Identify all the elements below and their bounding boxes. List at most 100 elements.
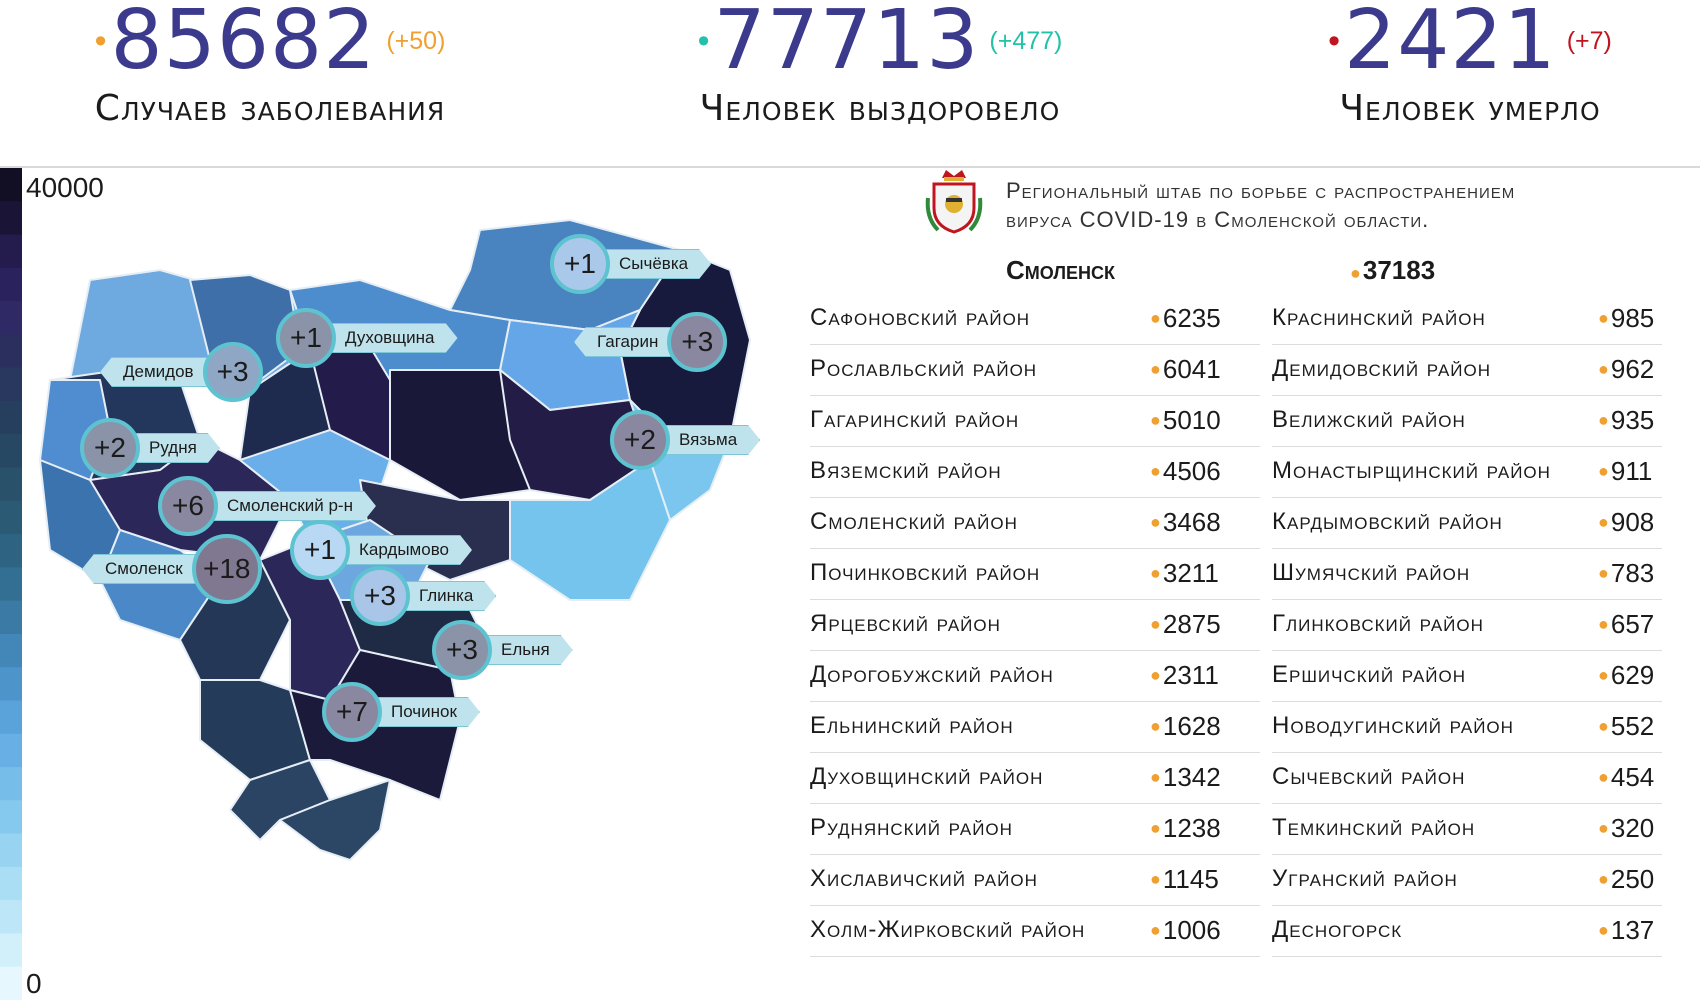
district-name: Ершичский район (1272, 661, 1467, 688)
increase-badge: +3 (432, 620, 492, 680)
bullet-icon: ● (1150, 358, 1161, 379)
legend-step (0, 567, 22, 602)
district-tag: Смоленский р-н (212, 491, 376, 521)
case-count: 2875 (1162, 608, 1221, 639)
bullet-icon: ● (1150, 919, 1161, 940)
legend-step (0, 367, 22, 402)
district-tag: Гагарин (574, 327, 674, 357)
district-value: ● 552 (1598, 711, 1654, 742)
map-label-yelnya: +3 Ельня (432, 620, 573, 680)
case-count: 1006 (1162, 914, 1221, 945)
district-name: Ярцевский район (810, 610, 1001, 637)
city-value: ●37183 (1350, 255, 1435, 286)
district-name: Краснинский район (1272, 304, 1486, 331)
district-value: ● 2311 (1150, 660, 1219, 691)
district-value: ● 137 (1598, 915, 1654, 946)
district-name: Темкинский район (1272, 814, 1476, 841)
bullet-icon: ● (1598, 511, 1609, 532)
table-row: Краснинский район ● 985 (1272, 292, 1662, 345)
legend-step (0, 267, 22, 302)
case-count: 783 (1610, 557, 1655, 588)
city-name: Смоленск (1006, 255, 1115, 285)
recovered-total: 77713 (713, 0, 980, 88)
district-tag: Ельня (486, 635, 573, 665)
bullet-icon: ● (1598, 562, 1609, 583)
district-tag: Вязьма (664, 425, 760, 455)
increase-badge: +2 (610, 410, 670, 470)
map-label-sychevka: +1 Сычёвка (550, 234, 711, 294)
district-tag: Демидов (100, 357, 209, 387)
header-divider (0, 166, 1700, 168)
bullet-icon: ● (1598, 664, 1609, 685)
district-value: ● 629 (1598, 660, 1654, 691)
table-row: Сычевский район ● 454 (1272, 751, 1662, 804)
bullet-icon: ● (1598, 715, 1609, 736)
district-name: Вяземский район (810, 457, 1002, 484)
map-label-dukhovshchina: +1 Духовщина (276, 308, 458, 368)
district-value: ● 1342 (1150, 762, 1221, 793)
district-value: ● 1006 (1150, 915, 1221, 946)
district-tag: Духовщина (330, 323, 458, 353)
map-label-pochinok: +7 Починок (322, 682, 480, 742)
bullet-icon: ● (1598, 409, 1609, 430)
case-count: 3468 (1162, 506, 1221, 537)
legend-step (0, 700, 22, 735)
legend-step (0, 500, 22, 535)
legend-step (0, 667, 22, 701)
recovered-delta: (+477) (989, 26, 1063, 55)
increase-badge: +1 (550, 234, 610, 294)
legend-max-label: 40000 (26, 172, 104, 203)
legend-step (0, 400, 22, 435)
district-name: Сафоновский район (810, 304, 1031, 331)
district-value: ● 320 (1598, 813, 1654, 844)
district-tag: Сычёвка (604, 249, 711, 279)
headquarters-line-1: Региональный штаб по борьбе с распростра… (1006, 178, 1516, 203)
table-row: Рославльский район ● 6041 (810, 343, 1260, 396)
table-row: Дорогобужский район ● 2311 (810, 649, 1260, 702)
increase-badge: +3 (667, 312, 728, 372)
legend-step (0, 334, 22, 369)
district-name: Кардымовский район (1272, 508, 1503, 535)
case-count: 908 (1610, 506, 1655, 537)
district-value: ● 6235 (1150, 303, 1221, 334)
district-value: ● 962 (1598, 354, 1654, 385)
legend-step (0, 534, 22, 568)
increase-badge: +1 (276, 308, 336, 368)
table-row: Холм-Жирковский район ● 1006 (810, 904, 1260, 957)
recovered-dot-icon: • (697, 22, 710, 60)
coat-of-arms-icon (925, 170, 983, 234)
district-name: Рославльский район (810, 355, 1038, 382)
cases-dot-icon: • (94, 22, 107, 60)
case-count: 935 (1610, 404, 1655, 435)
table-row: Ельнинский район ● 1628 (810, 700, 1260, 753)
increase-badge: +2 (80, 418, 140, 478)
headquarters-line-2: вируса COVID-19 в Смоленской области. (1006, 207, 1430, 232)
case-count: 657 (1610, 608, 1655, 639)
table-row: Глинковский район ● 657 (1272, 598, 1662, 651)
case-count: 911 (1610, 455, 1653, 486)
district-value: ● 6041 (1150, 354, 1221, 385)
recovered-stat: • 77713 (+477) Человек выздоровело (620, 0, 1140, 129)
increase-badge: +1 (290, 520, 350, 580)
table-row: Руднянский район ● 1238 (810, 802, 1260, 855)
legend-step (0, 234, 22, 269)
table-row: Сафоновский район ● 6235 (810, 292, 1260, 345)
legend-step (0, 733, 22, 768)
region-yershichi (279, 779, 391, 861)
map-label-rudnya: +2 Рудня (80, 418, 220, 478)
case-count: 1342 (1162, 761, 1221, 792)
district-name: Духовщинский район (810, 763, 1044, 790)
case-count: 1238 (1162, 812, 1221, 843)
map-label-smolensk-district: +6 Смоленский р-н (158, 476, 376, 536)
bullet-icon: ● (1150, 307, 1161, 328)
district-value: ● 935 (1598, 405, 1654, 436)
bullet-icon: ● (1150, 715, 1161, 736)
cases-label: Случаев заболевания (94, 88, 446, 129)
district-value: ● 1145 (1150, 864, 1219, 895)
legend-step (0, 833, 22, 868)
deaths-dot-icon: • (1328, 22, 1341, 60)
case-count: 137 (1610, 914, 1655, 945)
map-label-demidov: Демидов +3 (100, 342, 263, 402)
color-scale-legend (0, 168, 22, 1000)
increase-badge: +6 (158, 476, 218, 536)
